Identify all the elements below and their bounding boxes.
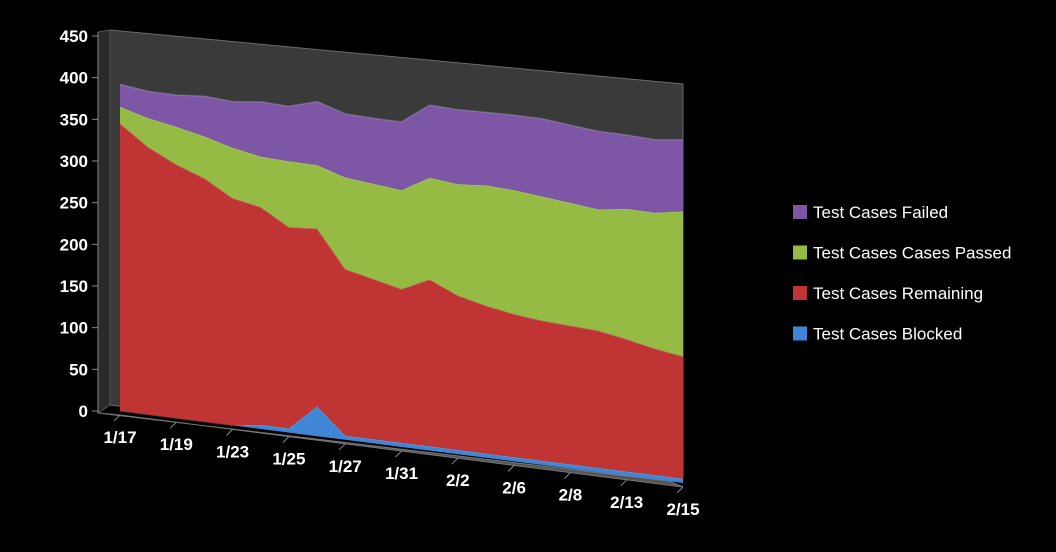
y-tick-label: 300 [60, 152, 88, 171]
x-tick-label: 1/17 [103, 428, 136, 447]
legend-label-test-cases-remaining: Test Cases Remaining [813, 284, 983, 303]
x-tick-label: 1/31 [385, 464, 418, 483]
y-tick-label: 200 [60, 235, 88, 254]
x-tick-label: 1/25 [272, 450, 305, 469]
x-tick-label: 2/8 [559, 486, 583, 505]
x-tick-mark [451, 457, 459, 465]
y-tick-label: 250 [60, 194, 88, 213]
plot-side-wall [97, 29, 111, 414]
legend-swatch-test-cases-remaining [793, 286, 807, 300]
x-tick-mark [620, 479, 628, 487]
x-tick-mark [564, 472, 571, 479]
y-tick-label: 350 [60, 110, 88, 129]
legend-swatch-test-cases-cases-passed [793, 245, 807, 260]
area-series-test-cases-blocked [120, 406, 683, 483]
area-series-test-cases-failed [120, 84, 683, 213]
x-tick-label: 2/2 [446, 471, 470, 490]
y-tick-label: 50 [69, 360, 88, 379]
x-tick-mark [507, 465, 515, 472]
x-tick-mark [169, 421, 177, 429]
x-tick-label: 2/15 [666, 500, 699, 519]
legend-swatch-test-cases-failed [793, 205, 807, 219]
y-tick-label: 400 [60, 69, 88, 88]
legend-swatch-test-cases-blocked [793, 326, 807, 341]
x-tick-mark [395, 450, 402, 458]
area-series-test-cases-remaining [120, 123, 683, 479]
y-tick-label: 100 [60, 319, 88, 338]
legend-label-test-cases-failed: Test Cases Failed [813, 203, 948, 222]
area-series-test-cases-cases-passed [120, 106, 683, 357]
x-tick-mark [676, 486, 684, 494]
y-tick-label: 0 [79, 402, 88, 421]
x-tick-mark [113, 414, 121, 422]
y-tick-label: 150 [60, 277, 88, 296]
y-tick-label: 450 [60, 27, 88, 46]
legend-label-test-cases-blocked: Test Cases Blocked [813, 325, 962, 344]
x-tick-mark [226, 429, 233, 436]
x-tick-label: 1/27 [329, 457, 362, 476]
x-tick-label: 1/19 [160, 435, 193, 454]
x-tick-mark [338, 443, 346, 451]
area-edge-test-cases-failed [119, 83, 684, 141]
x-tick-mark [282, 436, 290, 443]
x-tick-label: 2/6 [502, 478, 526, 497]
x-tick-label: 2/13 [610, 493, 643, 512]
x-tick-label: 1/23 [216, 442, 249, 461]
legend-label-test-cases-cases-passed: Test Cases Cases Passed [813, 244, 1011, 263]
